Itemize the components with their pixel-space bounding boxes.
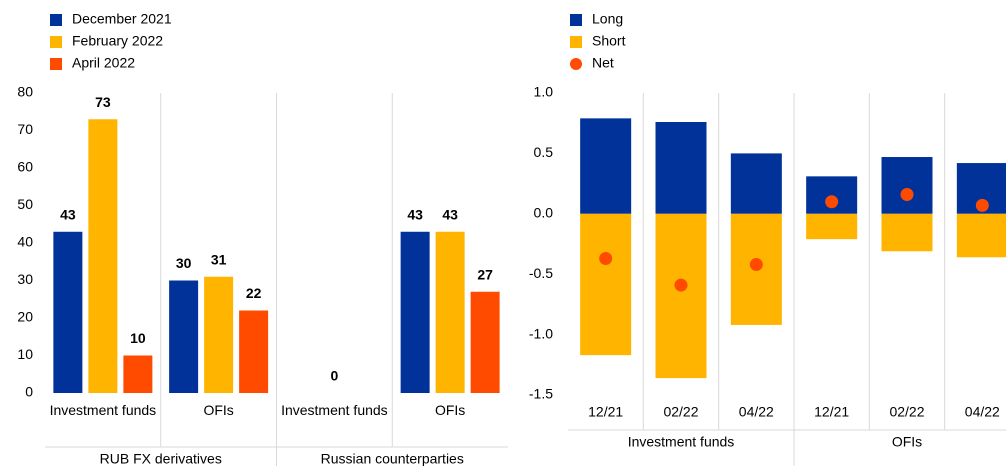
data-label: 43 xyxy=(407,206,423,222)
net-dot xyxy=(825,195,839,209)
x-tick-label: 02/22 xyxy=(889,404,924,420)
legend-label: December 2021 xyxy=(72,11,172,27)
legend-label: February 2022 xyxy=(72,33,163,49)
bar xyxy=(53,231,83,393)
net-dot xyxy=(975,198,989,212)
y-tick-label: 0.0 xyxy=(534,205,554,221)
bar xyxy=(169,280,199,393)
net-dot xyxy=(749,258,763,272)
bar xyxy=(88,119,118,393)
group-label: OFIs xyxy=(892,434,922,450)
bar xyxy=(400,231,430,393)
bar xyxy=(580,213,632,356)
legend-marker xyxy=(50,14,62,26)
bar xyxy=(470,291,500,393)
y-tick-label: 0 xyxy=(25,384,33,400)
bar xyxy=(956,213,1006,258)
bar xyxy=(239,310,269,393)
data-label: 0 xyxy=(330,368,338,384)
data-label: 30 xyxy=(176,255,192,271)
y-tick-label: 0.5 xyxy=(534,144,554,160)
bar xyxy=(204,276,234,393)
y-tick-label: -1.5 xyxy=(529,386,553,402)
x-tick-label: 04/22 xyxy=(739,404,774,420)
y-tick-label: 40 xyxy=(17,234,33,250)
bar xyxy=(881,157,933,214)
bar xyxy=(655,121,707,214)
x-tick-label: 12/21 xyxy=(588,404,623,420)
data-label: 31 xyxy=(211,251,227,267)
net-dot xyxy=(599,251,613,265)
net-dot xyxy=(900,187,914,201)
group-label: RUB FX derivatives xyxy=(100,451,222,466)
x-tick-label: 04/22 xyxy=(965,404,1000,420)
y-tick-label: 70 xyxy=(17,121,33,137)
x-tick-label: 02/22 xyxy=(663,404,698,420)
y-tick-label: 30 xyxy=(17,271,33,287)
x-tick-label: OFIs xyxy=(434,402,466,418)
bar xyxy=(123,355,153,393)
x-tick-label: 12/21 xyxy=(814,404,849,420)
legend-marker xyxy=(50,36,62,48)
group-label: Russian counterparties xyxy=(321,451,464,466)
legend-label: Short xyxy=(592,33,626,49)
legend-marker xyxy=(570,14,582,26)
group-label: Investment funds xyxy=(628,434,735,450)
data-label: 73 xyxy=(95,94,111,110)
data-label: 43 xyxy=(60,206,76,222)
y-tick-label: -0.5 xyxy=(529,265,553,281)
x-tick-label: Investment funds xyxy=(49,402,157,418)
legend-marker xyxy=(570,36,582,48)
y-tick-label: -1.0 xyxy=(529,325,553,341)
y-tick-label: 60 xyxy=(17,159,33,175)
bar xyxy=(655,213,707,379)
bar xyxy=(806,213,858,240)
legend-marker xyxy=(570,58,582,70)
bar xyxy=(730,153,782,214)
bar xyxy=(435,231,465,393)
x-tick-label: OFIs xyxy=(203,402,234,418)
y-tick-label: 1.0 xyxy=(534,84,554,100)
legend-marker xyxy=(50,58,62,70)
y-tick-label: 80 xyxy=(17,84,33,100)
legend-label: Net xyxy=(592,55,614,71)
data-label: 27 xyxy=(477,266,493,282)
bar xyxy=(580,118,632,214)
net-dot xyxy=(674,278,688,292)
bar xyxy=(881,213,933,252)
legend-label: Long xyxy=(592,11,623,27)
x-tick-label: Investment funds xyxy=(281,402,388,418)
y-tick-label: 10 xyxy=(17,346,33,362)
y-tick-label: 20 xyxy=(17,309,33,325)
y-tick-label: 50 xyxy=(17,196,33,212)
legend-label: April 2022 xyxy=(72,55,135,71)
data-label: 10 xyxy=(130,330,146,346)
data-label: 43 xyxy=(442,206,458,222)
data-label: 22 xyxy=(246,285,262,301)
